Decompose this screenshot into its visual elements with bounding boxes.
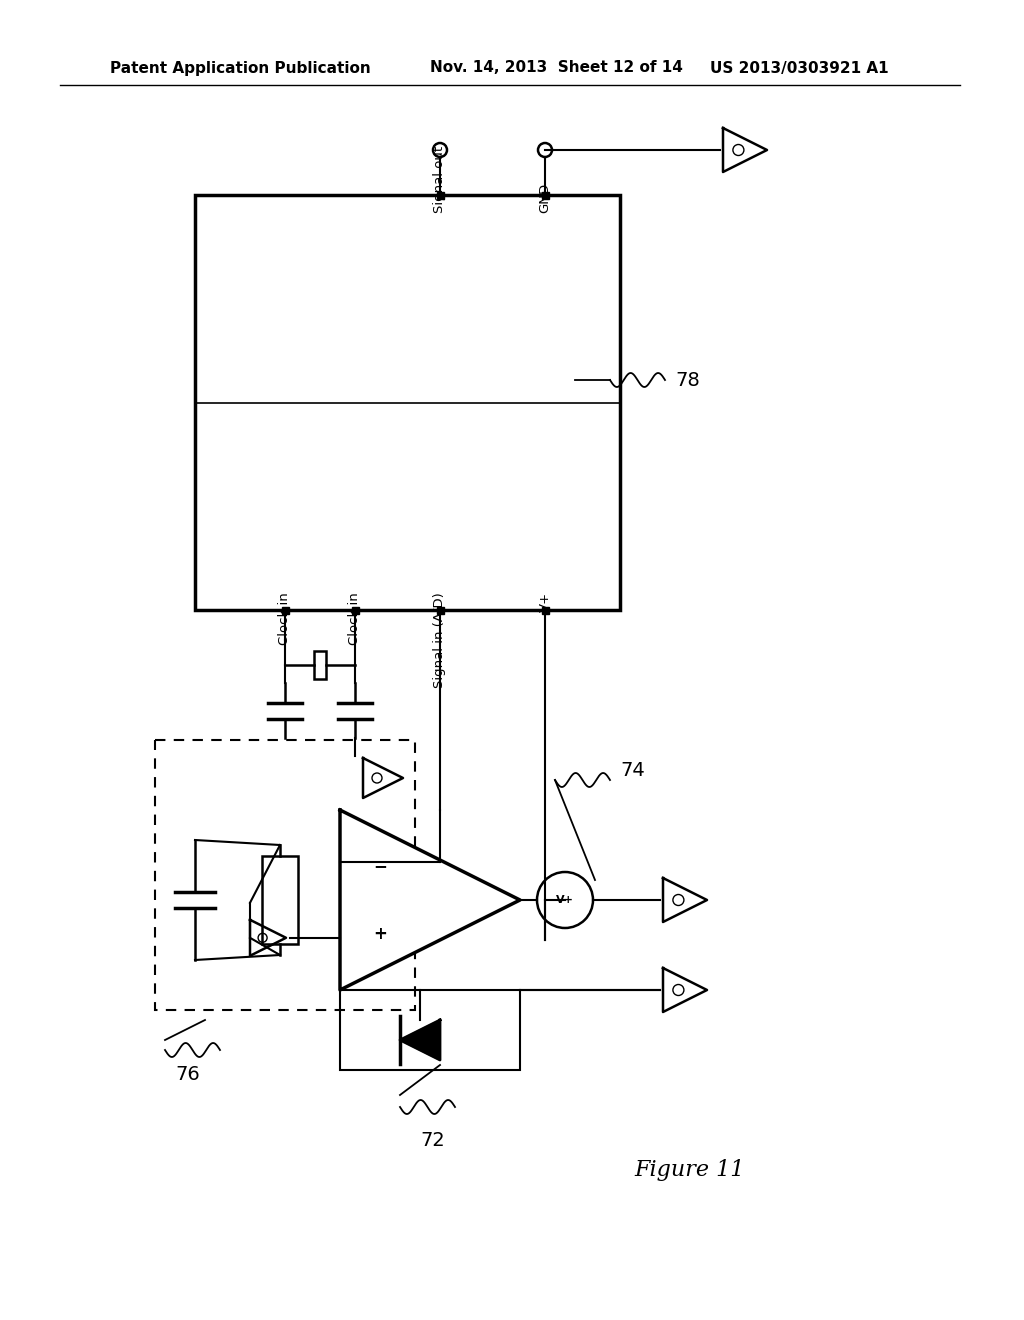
Text: US 2013/0303921 A1: US 2013/0303921 A1 xyxy=(710,61,889,75)
Polygon shape xyxy=(663,878,707,921)
Text: 74: 74 xyxy=(620,760,645,780)
Bar xyxy=(351,606,358,614)
Text: 76: 76 xyxy=(175,1065,200,1085)
Bar xyxy=(340,990,520,1071)
Polygon shape xyxy=(362,758,403,799)
Polygon shape xyxy=(723,128,767,172)
Bar xyxy=(314,651,326,678)
Polygon shape xyxy=(663,968,707,1012)
Bar xyxy=(436,191,443,198)
Text: 78: 78 xyxy=(675,371,699,389)
Text: 72: 72 xyxy=(420,1130,444,1150)
Bar xyxy=(542,191,549,198)
Bar xyxy=(282,606,289,614)
Text: Figure 11: Figure 11 xyxy=(635,1159,745,1181)
Text: Clock in: Clock in xyxy=(279,591,292,644)
Text: Patent Application Publication: Patent Application Publication xyxy=(110,61,371,75)
Bar xyxy=(155,741,415,1010)
Text: Nov. 14, 2013  Sheet 12 of 14: Nov. 14, 2013 Sheet 12 of 14 xyxy=(430,61,683,75)
Text: GND: GND xyxy=(539,183,552,213)
Polygon shape xyxy=(250,920,286,956)
Text: V+: V+ xyxy=(539,591,552,612)
Text: −: − xyxy=(374,857,387,875)
Text: V+: V+ xyxy=(556,895,573,906)
Polygon shape xyxy=(400,1020,440,1060)
Text: Signal in (A/D): Signal in (A/D) xyxy=(433,591,446,688)
Bar xyxy=(195,195,620,610)
Text: Clock in: Clock in xyxy=(348,591,361,644)
Text: Signal out: Signal out xyxy=(433,147,446,213)
Text: +: + xyxy=(374,925,387,944)
Bar xyxy=(542,606,549,614)
Polygon shape xyxy=(340,810,520,990)
Bar xyxy=(262,855,298,944)
Bar xyxy=(436,606,443,614)
